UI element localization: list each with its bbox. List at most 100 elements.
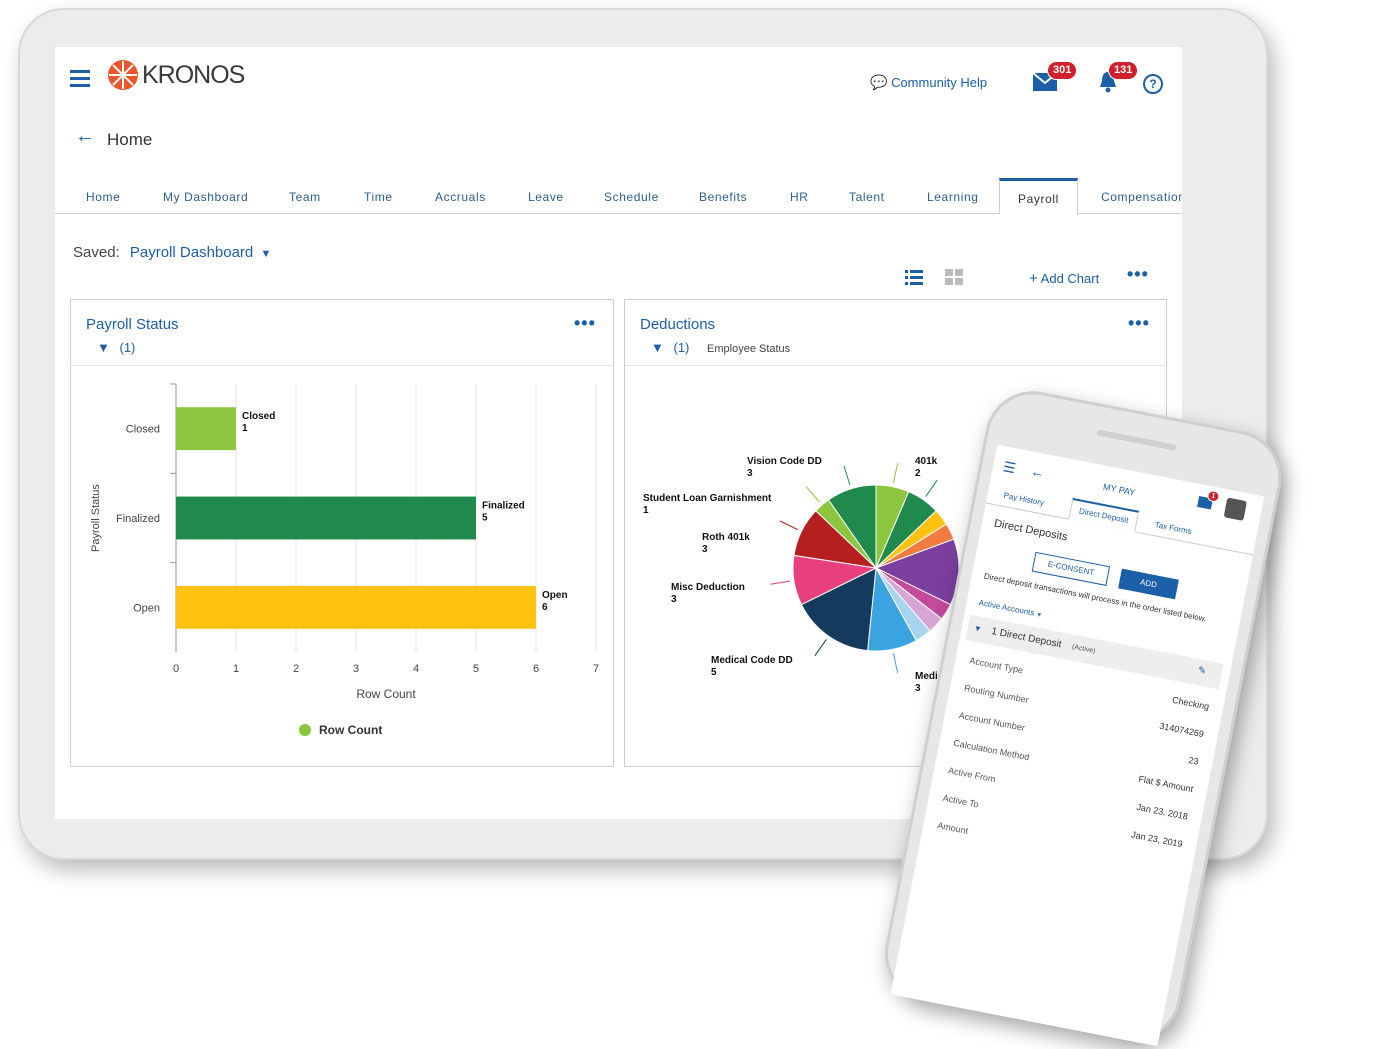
hamburger-menu-icon[interactable] — [70, 70, 90, 87]
edit-pencil-icon[interactable]: ✎ — [1196, 665, 1208, 678]
saved-label: Saved: — [73, 244, 120, 261]
deposit-row: Account Number 23 — [958, 710, 1199, 766]
payroll-filter[interactable]: ▼ (1) — [97, 340, 135, 355]
active-accounts-dropdown[interactable]: Active Accounts ▼ — [978, 598, 1043, 619]
deposit-header[interactable]: ▼ 1 Direct Deposit (Active) ✎ — [965, 614, 1224, 690]
y-tick-label: Closed — [126, 424, 160, 436]
community-help-link[interactable]: 💬 Community Help — [870, 74, 987, 91]
pie-leader-line — [925, 479, 938, 497]
page-title: Home — [107, 130, 153, 149]
phone-tab-direct-deposit[interactable]: Direct Deposit — [1068, 497, 1140, 533]
phone-tab-pay-history[interactable]: Pay History — [1002, 490, 1045, 508]
tab-compensation[interactable]: Compensation — [1101, 190, 1182, 204]
tab-benefits[interactable]: Benefits — [699, 190, 748, 204]
x-tick-label: 0 — [173, 663, 179, 675]
phone-menu-icon[interactable]: ☰ — [1001, 458, 1018, 477]
x-tick-label: 2 — [293, 663, 299, 675]
mail-button[interactable]: 301 — [1033, 61, 1078, 91]
x-tick-label: 3 — [353, 663, 359, 675]
card-divider — [625, 365, 1166, 366]
add-deposit-button[interactable]: ADD — [1118, 568, 1179, 600]
deductions-filter-count: (1) — [673, 340, 690, 355]
phone-avatar[interactable] — [1223, 497, 1248, 521]
notifications-button[interactable]: 131 — [1098, 61, 1139, 93]
row-value: Jan 23, 2018 — [1135, 801, 1189, 822]
payroll-card-more-icon[interactable]: ••• — [574, 313, 596, 333]
deposit-row: Routing Number 314074269 — [963, 683, 1204, 739]
row-label: Routing Number — [963, 682, 1030, 706]
bar — [176, 496, 476, 540]
bar-data-label: Closed 1 — [242, 411, 275, 434]
y-tick-label: Finalized — [116, 513, 160, 525]
caret-down-icon: ▼ — [260, 248, 272, 260]
plus-icon: + — [1029, 270, 1038, 287]
row-label: Account Number — [957, 710, 1026, 733]
pie-data-label: 401k 2 — [915, 456, 938, 479]
x-tick-label: 6 — [533, 663, 539, 675]
pie-slice — [827, 484, 877, 570]
tab-learning[interactable]: Learning — [927, 190, 979, 204]
x-axis-title: Row Count — [356, 687, 416, 701]
row-label: Active From — [947, 765, 997, 785]
saved-dashboard-name: Payroll Dashboard — [129, 244, 254, 261]
tab-leave[interactable]: Leave — [528, 190, 564, 204]
collapse-chevron-icon: ▼ — [973, 623, 983, 634]
deductions-title: Deductions — [640, 316, 716, 333]
econsent-button[interactable]: E-CONSENT — [1031, 551, 1111, 586]
add-chart-button[interactable]: + Add Chart — [1029, 270, 1099, 287]
payroll-status-card: Payroll Status ••• ▼ (1) 0 1 2 3 4 5 6 7 Closed C… — [70, 299, 614, 767]
deposit-row: Active To Jan 23, 2019 — [942, 793, 1183, 849]
deposit-row: Amount — [937, 820, 1178, 876]
phone-title: MY PAY — [1102, 481, 1137, 498]
nav-tabs: Home My Dashboard Team Time Accruals Lea… — [55, 178, 1182, 215]
brand-name: KRONOS — [142, 61, 245, 89]
caret-down-icon: ▼ — [1035, 612, 1043, 620]
bar — [176, 585, 536, 629]
card-divider — [71, 365, 613, 366]
row-value: 314074269 — [1158, 720, 1205, 740]
payroll-status-title: Payroll Status — [86, 316, 179, 333]
help-icon[interactable]: ? — [1143, 74, 1163, 94]
bar-data-label: Open 6 — [542, 590, 568, 613]
phone-mail-icon[interactable]: 1 — [1197, 489, 1221, 510]
phone-section-title: Direct Deposits — [993, 517, 1069, 544]
pie-data-label: Medical Code DD 5 — [711, 655, 793, 678]
filter-icon: ▼ — [651, 340, 664, 355]
row-value: 23 — [1187, 754, 1200, 767]
tab-accruals[interactable]: Accruals — [435, 190, 486, 204]
list-view-icon[interactable] — [905, 269, 923, 285]
saved-dashboard-selector[interactable]: Saved: Payroll Dashboard ▼ — [73, 244, 271, 261]
row-value: Flat $ Amount — [1137, 773, 1195, 795]
pie-leader-line — [805, 486, 820, 503]
deposit-status: (Active) — [1071, 643, 1096, 656]
row-label: Amount — [936, 820, 969, 836]
tab-time[interactable]: Time — [364, 190, 393, 204]
dashboard-more-icon[interactable]: ••• — [1127, 264, 1149, 284]
row-value: Jan 23, 2019 — [1130, 829, 1184, 850]
pie-leader-line — [843, 465, 851, 486]
kronos-logo-icon — [108, 60, 138, 90]
tab-schedule[interactable]: Schedule — [604, 190, 659, 204]
tab-my-dashboard[interactable]: My Dashboard — [163, 190, 249, 204]
tab-home[interactable]: Home — [86, 190, 121, 204]
tab-hr[interactable]: HR — [790, 190, 809, 204]
pie-data-label: Misc Deduction 3 — [671, 582, 745, 605]
back-arrow-icon[interactable]: ← — [75, 125, 95, 147]
kronos-logo: KRONOS — [107, 59, 257, 91]
bar-data-label: Finalized 5 — [482, 501, 525, 524]
pie-leader-line — [779, 520, 799, 531]
mail-count-badge: 301 — [1047, 61, 1078, 80]
x-tick-label: 4 — [413, 663, 419, 675]
deductions-filter[interactable]: ▼ (1) Employee Status — [651, 340, 790, 355]
tab-talent[interactable]: Talent — [849, 190, 885, 204]
deposit-row: Active From Jan 23, 2018 — [947, 765, 1188, 821]
deductions-card-more-icon[interactable]: ••• — [1128, 313, 1150, 333]
pie-data-label: Vision Code DD 3 — [747, 456, 822, 479]
phone-back-icon[interactable]: ← — [1029, 462, 1047, 481]
grid-view-icon[interactable] — [945, 269, 963, 285]
bar — [176, 407, 236, 451]
phone-tab-tax-forms[interactable]: Tax Forms — [1154, 520, 1193, 537]
tab-payroll[interactable]: Payroll — [999, 178, 1078, 215]
tab-team[interactable]: Team — [289, 190, 321, 204]
